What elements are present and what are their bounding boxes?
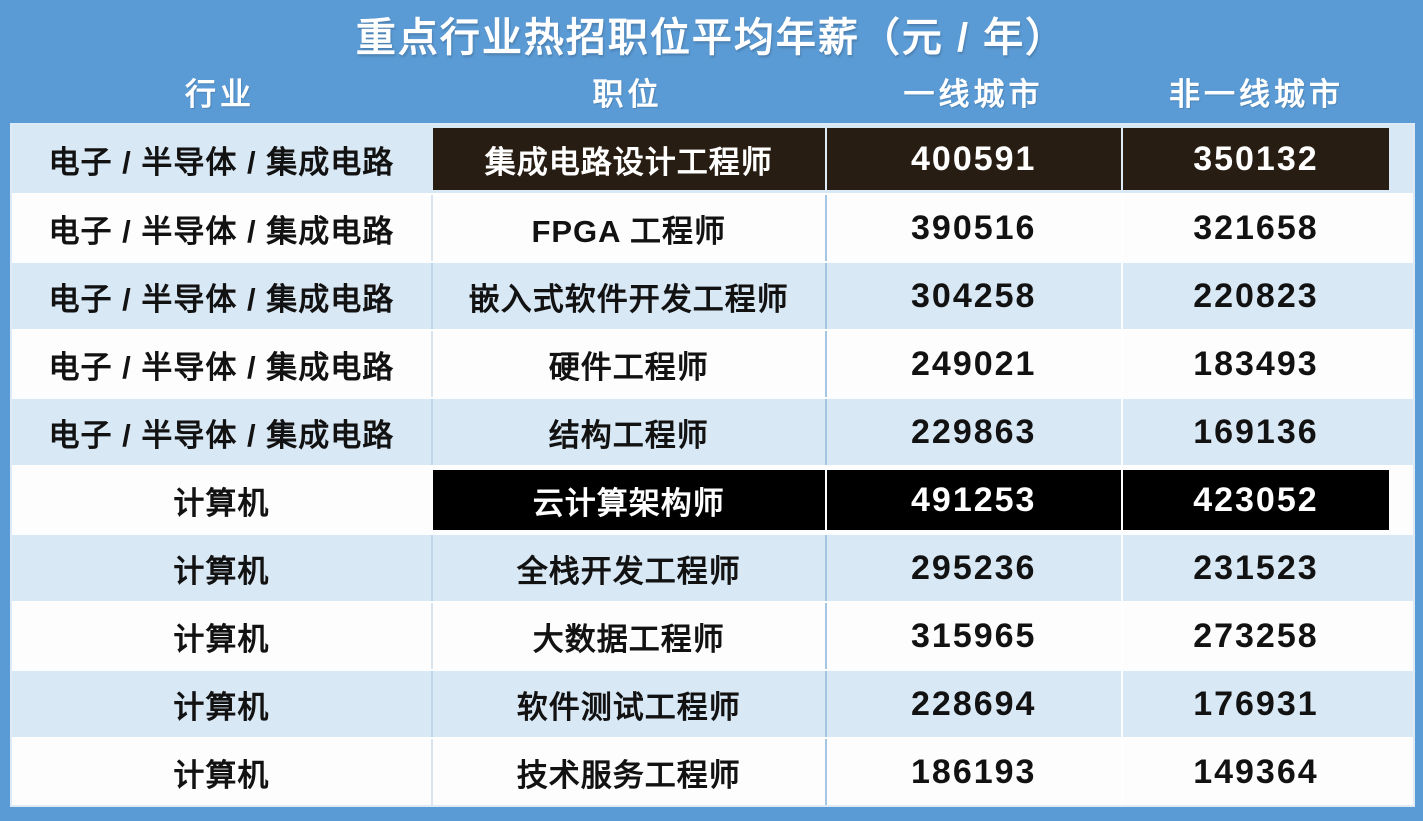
- column-header-tier1-city: 一线城市: [903, 77, 1044, 112]
- tier1-salary-cell: 400591: [824, 125, 1121, 193]
- row-filler: [1389, 263, 1413, 329]
- tier2-salary-cell: 423052: [1120, 467, 1390, 533]
- industry-cell: 电子 / 半导体 / 集成电路: [48, 349, 395, 385]
- position-cell: 技术服务工程师: [430, 739, 825, 805]
- tier1-salary-cell: 229863: [824, 399, 1121, 465]
- row-filler: [1389, 671, 1413, 737]
- salary-table: 电子 / 半导体 / 集成电路 集成电路设计工程师 400591 350132 …: [10, 123, 1415, 807]
- industry-cell: 电子 / 半导体 / 集成电路: [48, 144, 395, 180]
- column-header-industry: 行业: [185, 77, 255, 112]
- industry-cell: 电子 / 半导体 / 集成电路: [48, 281, 395, 317]
- tier1-salary-cell: 304258: [824, 263, 1121, 329]
- tier1-salary-cell: 491253: [824, 467, 1121, 533]
- industry-cell: 电子 / 半导体 / 集成电路: [48, 417, 395, 453]
- table-row: 电子 / 半导体 / 集成电路 硬件工程师 249021 183493: [12, 329, 1413, 397]
- position-cell: 嵌入式软件开发工程师: [430, 263, 825, 329]
- table-row: 电子 / 半导体 / 集成电路 FPGA 工程师 390516 321658: [12, 193, 1413, 261]
- tier2-salary-cell: 231523: [1120, 535, 1389, 601]
- table-row: 电子 / 半导体 / 集成电路 结构工程师 229863 169136: [12, 397, 1413, 465]
- tier1-salary-cell: 228694: [824, 671, 1121, 737]
- tier2-salary-cell: 321658: [1120, 195, 1389, 261]
- position-cell: 硬件工程师: [430, 331, 825, 397]
- table-header-row: 行业 职位 一线城市 非一线城市: [10, 60, 1415, 123]
- table-row: 计算机 软件测试工程师 228694 176931: [12, 669, 1413, 737]
- position-cell: 大数据工程师: [430, 603, 825, 669]
- row-filler: [1389, 331, 1413, 397]
- position-cell: FPGA 工程师: [430, 195, 825, 261]
- row-filler: [1389, 603, 1413, 669]
- table-row: 计算机 大数据工程师 315965 273258: [12, 601, 1413, 669]
- tier2-salary-cell: 273258: [1120, 603, 1389, 669]
- tier2-salary-cell: 183493: [1120, 331, 1389, 397]
- tier2-salary-cell: 149364: [1120, 739, 1389, 805]
- position-cell: 软件测试工程师: [430, 671, 825, 737]
- tier1-salary-cell: 315965: [824, 603, 1121, 669]
- industry-cell: 计算机: [173, 553, 270, 589]
- table-row: 计算机 技术服务工程师 186193 149364: [12, 737, 1413, 805]
- row-filler: [1389, 195, 1413, 261]
- tier1-salary-cell: 295236: [824, 535, 1121, 601]
- page-title: 重点行业热招职位平均年薪（元 / 年）: [355, 16, 1068, 60]
- row-filler: [1389, 739, 1413, 805]
- tier2-salary-cell: 350132: [1120, 125, 1390, 193]
- table-row: 电子 / 半导体 / 集成电路 集成电路设计工程师 400591 350132: [12, 125, 1413, 193]
- industry-cell: 计算机: [173, 485, 270, 521]
- tier1-salary-cell: 249021: [824, 331, 1121, 397]
- row-filler: [1389, 125, 1413, 193]
- industry-cell: 计算机: [173, 689, 270, 725]
- tier1-salary-cell: 390516: [824, 195, 1121, 261]
- row-filler: [1389, 399, 1413, 465]
- column-header-position: 职位: [592, 77, 663, 112]
- position-cell: 集成电路设计工程师: [431, 125, 825, 193]
- table-row: 计算机 全栈开发工程师 295236 231523: [12, 533, 1413, 601]
- row-filler: [1389, 467, 1413, 533]
- table-row: 计算机 云计算架构师 491253 423052: [12, 465, 1413, 533]
- tier2-salary-cell: 220823: [1120, 263, 1389, 329]
- industry-cell: 计算机: [173, 757, 270, 793]
- table-row: 电子 / 半导体 / 集成电路 嵌入式软件开发工程师 304258 220823: [12, 261, 1413, 329]
- row-filler: [1389, 535, 1413, 601]
- position-cell: 云计算架构师: [431, 467, 825, 533]
- tier1-salary-cell: 186193: [824, 739, 1121, 805]
- industry-cell: 电子 / 半导体 / 集成电路: [48, 213, 395, 249]
- industry-cell: 计算机: [173, 621, 270, 657]
- column-header-filler: [1391, 60, 1415, 123]
- tier2-salary-cell: 176931: [1120, 671, 1389, 737]
- position-cell: 结构工程师: [430, 399, 825, 465]
- column-header-non-tier1-city: 非一线城市: [1169, 77, 1344, 112]
- position-cell: 全栈开发工程师: [430, 535, 825, 601]
- tier2-salary-cell: 169136: [1120, 399, 1389, 465]
